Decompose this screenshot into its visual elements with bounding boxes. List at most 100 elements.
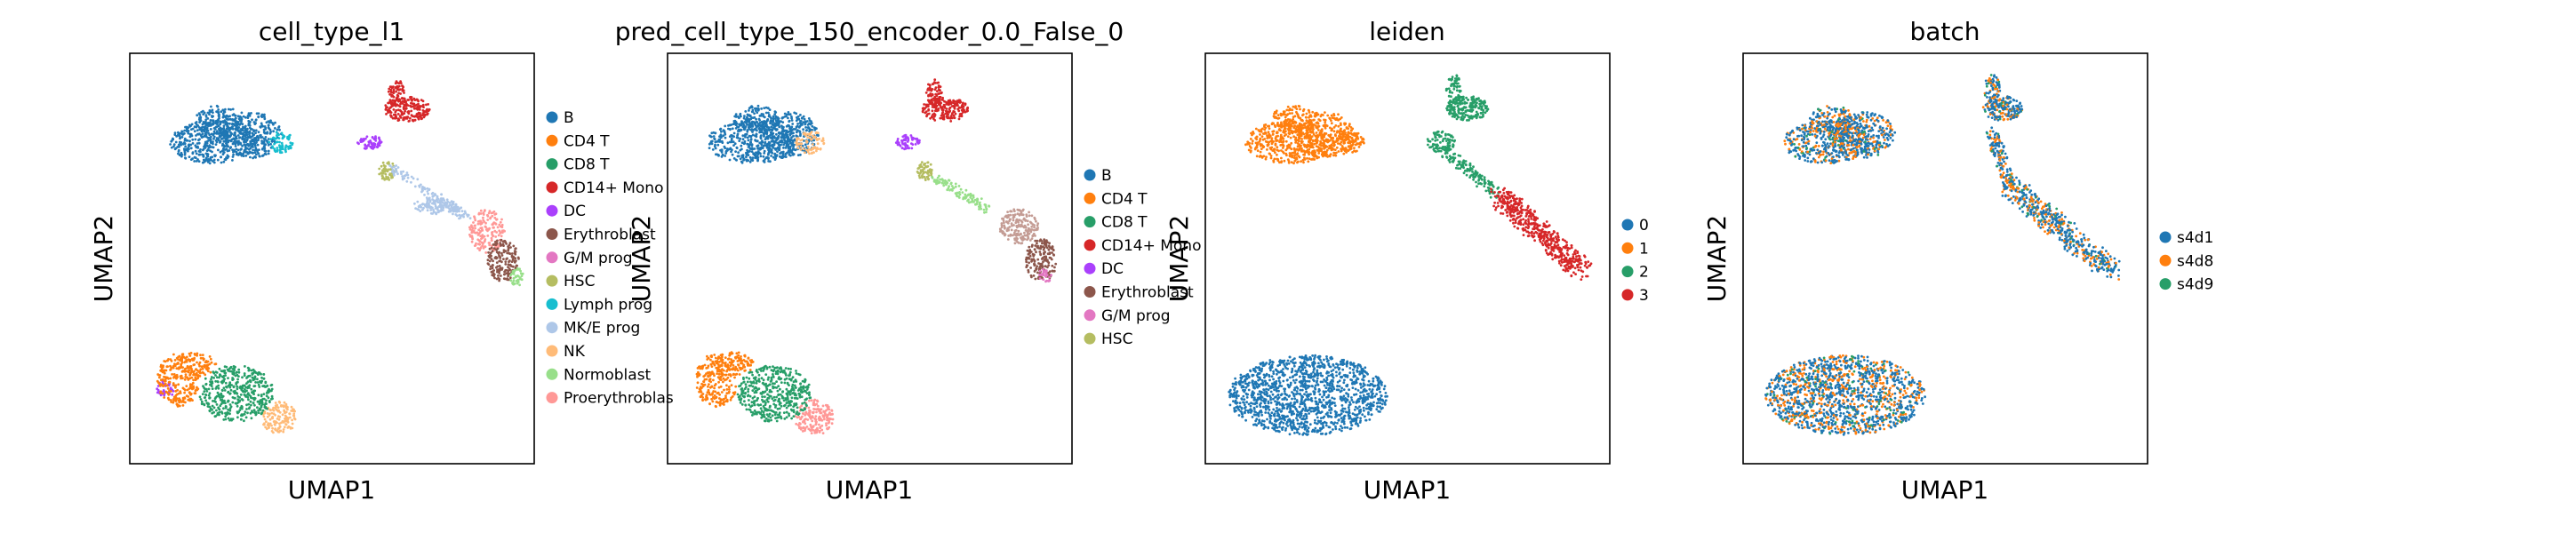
scatter-point [257, 131, 260, 134]
scatter-point [479, 247, 482, 251]
scatter-point [256, 378, 259, 381]
scatter-point [782, 143, 785, 147]
scatter-point [924, 111, 927, 115]
scatter-point [795, 131, 798, 134]
scatter-point [716, 143, 720, 147]
scatter-point [222, 151, 226, 155]
scatter-point [254, 381, 257, 384]
scatter-point [816, 404, 820, 408]
scatter-point [426, 187, 429, 190]
scatter-point [805, 426, 809, 428]
scatter-point [277, 426, 281, 430]
scatter-point [204, 135, 208, 139]
legend-label: NK [564, 343, 586, 361]
scatter-point [391, 176, 394, 179]
scatter-point [431, 206, 434, 210]
scatter-point [229, 139, 233, 143]
scatter-point [771, 139, 774, 143]
scatter-point [397, 91, 400, 95]
scatter-point [1030, 214, 1034, 218]
scatter-point [924, 178, 927, 180]
scatter-point [1005, 220, 1009, 224]
scatter-point [208, 410, 212, 413]
scatter-point [956, 192, 958, 195]
scatter-point [262, 139, 266, 143]
scatter-point [276, 406, 280, 410]
scatter-point [747, 146, 750, 148]
scatter-point [274, 121, 276, 124]
scatter-point [372, 138, 376, 141]
scatter-point [1048, 275, 1051, 279]
scatter-point [198, 395, 202, 399]
scatter-point [291, 422, 294, 426]
scatter-point [190, 370, 194, 373]
scatter-point [246, 116, 250, 120]
scatter-point [508, 260, 510, 264]
scatter-point [918, 163, 922, 167]
scatter-point [364, 144, 367, 147]
legend-label: B [564, 109, 574, 127]
scatter-point [193, 125, 196, 129]
scatter-point [224, 381, 228, 385]
scatter-point [177, 148, 180, 152]
scatter-point [228, 122, 231, 125]
scatter-point [181, 404, 185, 407]
scatter-point [804, 126, 807, 129]
scatter-point [756, 104, 760, 107]
scatter-point [795, 125, 798, 129]
scatter-point [1016, 212, 1020, 216]
scatter-point [172, 401, 175, 404]
scatter-point [768, 108, 772, 111]
scatter-point [732, 135, 735, 139]
scatter-point [167, 393, 171, 396]
scatter-point [751, 124, 755, 128]
scatter-point [498, 223, 501, 227]
scatter-point [781, 121, 785, 124]
scatter-point [228, 384, 231, 386]
scatter-point [410, 96, 413, 99]
scatter-point [219, 373, 221, 377]
scatter-point [738, 116, 740, 120]
scatter-point [239, 142, 243, 146]
scatter-point [493, 229, 497, 233]
scatter-point [1013, 231, 1016, 235]
scatter-point [956, 195, 958, 198]
scatter-point [791, 123, 795, 125]
scatter-point [188, 145, 191, 148]
scatter-point [736, 136, 740, 139]
scatter-point [929, 163, 932, 166]
scatter-point [204, 132, 207, 136]
scatter-point [1015, 226, 1019, 229]
scatter-point [199, 371, 203, 375]
scatter-point [221, 115, 225, 119]
scatter-point [193, 372, 196, 376]
scatter-point [178, 401, 181, 404]
scatter-point [400, 172, 403, 176]
scatter-point [389, 101, 393, 105]
scatter-point [218, 116, 220, 120]
scatter-point [804, 151, 806, 155]
scatter-point [444, 205, 448, 209]
scatter-point [287, 147, 291, 150]
scatter-point [419, 210, 422, 213]
scatter-point [217, 108, 220, 111]
scatter-point [192, 378, 196, 382]
scatter-point [222, 129, 226, 132]
scatter-point [504, 260, 508, 263]
scatter-point [177, 152, 180, 155]
scatter-point [796, 139, 798, 142]
scatter-point [219, 150, 222, 154]
scatter-point [964, 193, 967, 196]
scatter-point [398, 88, 402, 91]
scatter-point [752, 121, 756, 123]
scatter-point [393, 165, 396, 169]
scatter-point [171, 373, 174, 376]
scatter-point [1031, 243, 1034, 247]
scatter-point [921, 109, 924, 113]
scatter-point [940, 98, 944, 101]
scatter-point [220, 161, 223, 164]
scatter-point [819, 418, 822, 422]
scatter-point [828, 420, 831, 424]
scatter-point [810, 120, 812, 123]
